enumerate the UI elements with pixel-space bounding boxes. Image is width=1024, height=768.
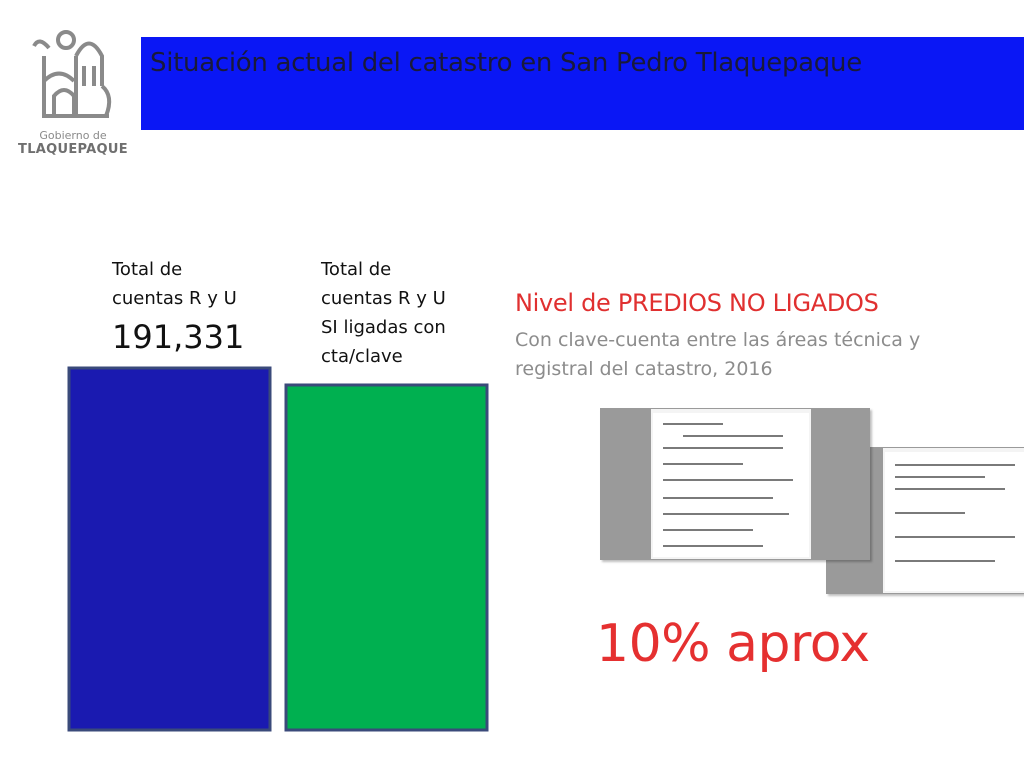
tlaquepaque-logo: Gobierno de TLAQUEPAQUE xyxy=(14,26,132,166)
bar-1-label-line: Total de xyxy=(112,259,183,280)
bar-1-label-line: cuentas R y U xyxy=(112,288,237,309)
bar-1-value: 191,331 xyxy=(112,318,245,356)
bar-2-label-line: Total de xyxy=(321,259,392,280)
bar-1-label: Total de cuentas R y U xyxy=(112,255,237,313)
bar-2-label-line: cuentas R y U xyxy=(321,288,446,309)
nivel-subtitle: Con clave-cuenta entre las áreas técnica… xyxy=(515,329,921,380)
logo-line2: TLAQUEPAQUE xyxy=(18,142,128,157)
logo-line1: Gobierno de xyxy=(39,129,107,142)
header-banner: Situación actual del catastro en San Ped… xyxy=(141,37,1024,130)
page-title: Situación actual del catastro en San Ped… xyxy=(150,48,862,78)
bar-2-value: 182,350 xyxy=(321,380,454,418)
bar-2-label-line: SI ligadas con xyxy=(321,317,446,338)
church-icon xyxy=(32,30,112,118)
percentage-text: 10% aprox xyxy=(596,614,870,674)
bar-1 xyxy=(67,366,272,732)
bar-2-label: Total de cuentas R y U SI ligadas con ct… xyxy=(321,255,446,371)
bar-2-label-line: cta/clave xyxy=(321,346,403,367)
bar-2 xyxy=(284,383,489,732)
nivel-title: Nivel de PREDIOS NO LIGADOS xyxy=(515,289,879,317)
document-screenshot-front xyxy=(600,408,870,560)
